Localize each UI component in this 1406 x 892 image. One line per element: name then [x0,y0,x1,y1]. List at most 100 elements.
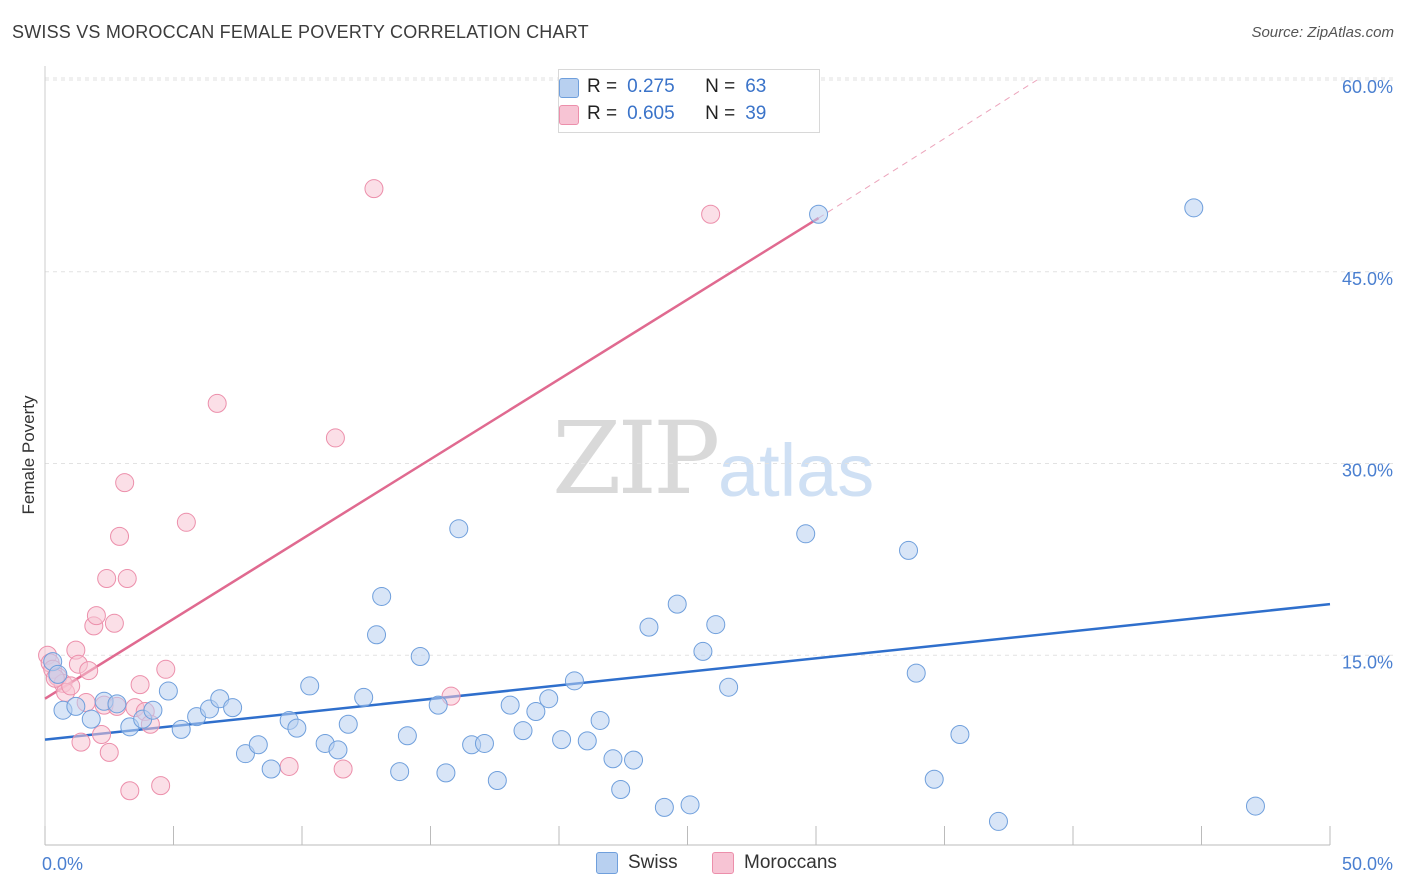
swiss-point [906,663,926,683]
moroccan-point [701,204,721,224]
moroccan-point [99,742,119,762]
x-tick-label: 50.0% [1342,854,1393,874]
moroccan-point [115,473,135,493]
swiss-point [410,647,430,667]
swiss-point [354,687,374,707]
swiss-point [950,725,970,745]
swiss-point [261,759,281,779]
moroccan-point [279,756,299,776]
legend-item-swiss: Swiss [596,852,678,874]
watermark-zip: ZIP [552,400,720,517]
trend-lines [44,79,1331,741]
swiss-trend-line [44,602,1331,741]
chart-title: SWISS VS MOROCCAN FEMALE POVERTY CORRELA… [12,22,589,42]
axes [44,66,1331,846]
r-value: 0.275 [627,76,675,97]
swiss-point [397,726,417,746]
swiss-point [428,695,448,715]
n-value: 39 [745,103,767,124]
swiss-swatch [559,78,579,98]
y-tick-label: 45.0% [1342,269,1393,289]
stats-legend: R = 0.275 N = 63 R = 0.605 N = 39 [558,69,820,133]
moroccan-point [120,781,140,801]
swiss-point [158,681,178,701]
y-axis-label: Female Poverty [19,395,38,515]
moroccan-point [151,776,171,796]
watermark-atlas: atlas [718,429,875,512]
swiss-point [924,769,944,789]
swiss-point [390,762,410,782]
r-label: R = [587,76,618,97]
y-tick-label: 60.0% [1342,77,1393,97]
swiss-point [719,677,739,697]
swiss-point [48,664,68,684]
swiss-point [513,721,533,741]
moroccan-point [364,179,384,199]
swiss-point [81,709,101,729]
swiss-point [693,641,713,661]
moroccan-point [71,732,91,752]
swiss-point [143,700,163,720]
moroccan-point [130,675,150,695]
swiss-point [988,811,1008,831]
moroccan-point [207,393,227,413]
moroccan-point [79,661,99,681]
moroccan-point [325,428,345,448]
moroccan-point [104,613,124,633]
swiss-swatch [596,852,618,874]
swiss-point [639,617,659,637]
swiss-point [328,740,348,760]
swiss-point [1184,198,1204,218]
moroccan-point [333,759,353,779]
swiss-point [667,594,687,614]
swiss-point [248,735,268,755]
r-label: R = [587,103,618,124]
swiss-point [611,779,631,799]
swiss-point [338,714,358,734]
n-label: N = [705,76,736,97]
swiss-point [590,710,610,730]
legend-label-swiss: Swiss [628,852,678,873]
swiss-point [107,694,127,714]
swiss-point [487,771,507,791]
swiss-point [680,795,700,815]
legend-row-swiss: R = 0.275 N = 63 [559,74,767,100]
moroccan-trend-line [44,216,820,700]
moroccan-point [92,725,112,745]
swiss-point [796,524,816,544]
moroccan-point [97,569,117,589]
swiss-point [552,730,572,750]
swiss-point [539,689,559,709]
tick-labels: 15.0% 30.0% 45.0% 60.0% 0.0% 50.0% Female Pove… [19,77,1393,874]
moroccan-swatch [559,105,579,125]
swiss-point [500,695,520,715]
swiss-point [66,696,86,716]
swiss-point [809,204,829,224]
swiss-point [526,701,546,721]
swiss-point [1245,796,1265,816]
swiss-point [474,733,494,753]
moroccan-point [156,659,176,679]
r-value: 0.605 [627,103,675,124]
n-label: N = [705,103,736,124]
swiss-point [436,763,456,783]
y-tick-label: 30.0% [1342,461,1393,481]
moroccan-point [110,526,130,546]
moroccan-point [117,569,137,589]
swiss-point [171,719,191,739]
n-value: 63 [745,76,767,97]
legend-label-moroccans: Moroccans [744,852,837,873]
swiss-point [564,671,584,691]
swiss-point [449,519,469,539]
data-points [38,179,1265,831]
moroccan-point [61,676,81,696]
moroccan-swatch [712,852,734,874]
swiss-point [654,797,674,817]
grid-lines [45,77,1395,656]
swiss-point [603,749,623,769]
swiss-point [300,676,320,696]
moroccan-point [176,512,196,532]
swiss-point [706,615,726,635]
swiss-point [372,586,392,606]
